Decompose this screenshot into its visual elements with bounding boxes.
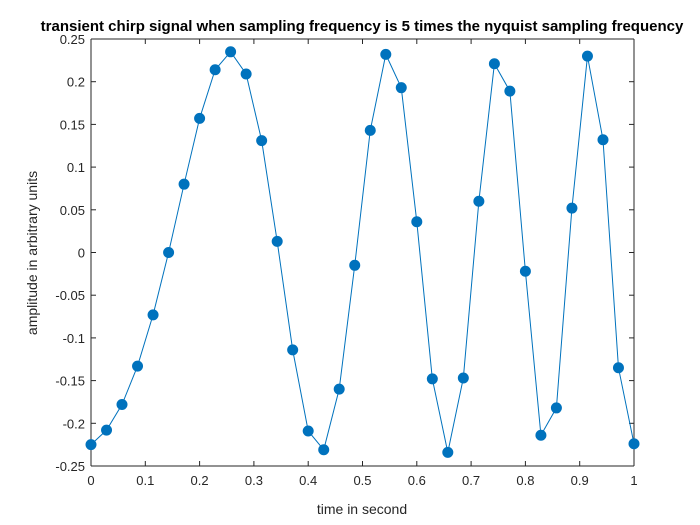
data-point xyxy=(411,216,423,228)
data-point xyxy=(349,259,361,271)
chart-title: transient chirp signal when sampling fre… xyxy=(41,18,684,35)
data-point xyxy=(504,85,516,97)
data-point xyxy=(442,446,454,458)
data-point xyxy=(535,429,547,441)
x-tick-label: 1 xyxy=(630,473,637,488)
data-point xyxy=(395,82,407,94)
data-point xyxy=(380,48,392,60)
data-point xyxy=(287,344,299,356)
data-point xyxy=(597,134,609,146)
data-point xyxy=(488,58,500,70)
x-tick-label: 0.3 xyxy=(245,473,263,488)
y-tick-label: 0.05 xyxy=(60,203,85,218)
data-point xyxy=(519,265,531,277)
x-tick-label: 0.1 xyxy=(136,473,154,488)
x-axis-label: time in second xyxy=(317,501,407,517)
data-point xyxy=(457,372,469,384)
data-point xyxy=(302,425,314,437)
data-point xyxy=(225,46,237,58)
data-point xyxy=(566,202,578,214)
data-point xyxy=(473,195,485,207)
data-point xyxy=(550,402,562,414)
x-tick-label: 0 xyxy=(87,473,94,488)
data-point xyxy=(271,235,283,247)
data-point xyxy=(147,309,159,321)
data-point xyxy=(240,68,252,80)
x-tick-label: 0.4 xyxy=(299,473,317,488)
y-tick-label: 0.25 xyxy=(60,32,85,47)
x-ticks: 0 0.1 0.2 0.3 0.4 0.5 0.6 0.7 0.8 0.9 1 xyxy=(87,39,638,488)
y-axis-label: amplitude in arbitrary units xyxy=(24,171,40,335)
data-point xyxy=(116,399,128,411)
series-group xyxy=(85,46,640,458)
y-tick-label: 0 xyxy=(78,246,85,261)
data-point xyxy=(426,373,438,385)
x-tick-label: 0.9 xyxy=(571,473,589,488)
y-tick-label: 0.15 xyxy=(60,117,85,132)
data-point xyxy=(178,178,190,190)
x-tick-label: 0.5 xyxy=(353,473,371,488)
data-point xyxy=(628,438,640,450)
data-point xyxy=(318,444,330,456)
data-point xyxy=(85,439,97,451)
x-tick-label: 0.6 xyxy=(408,473,426,488)
x-tick-label: 0.8 xyxy=(516,473,534,488)
x-tick-label: 0.2 xyxy=(191,473,209,488)
data-point xyxy=(333,383,345,395)
y-tick-label: -0.2 xyxy=(63,416,85,431)
y-tick-label: -0.05 xyxy=(55,288,85,303)
y-tick-label: -0.1 xyxy=(63,331,85,346)
y-tick-label: 0.2 xyxy=(67,75,85,90)
data-point xyxy=(163,247,175,258)
data-point xyxy=(194,112,206,124)
y-tick-label: -0.15 xyxy=(55,374,85,389)
data-point xyxy=(209,64,221,76)
data-point xyxy=(256,135,268,147)
data-point xyxy=(132,360,144,372)
data-point xyxy=(101,424,113,436)
y-ticks: 0.25 0.2 0.15 0.1 0.05 0 -0.05 -0.1 -0.15 -0.2 -0.… xyxy=(55,32,634,474)
plot-area xyxy=(91,39,634,466)
data-point xyxy=(612,362,624,374)
data-point xyxy=(581,50,593,62)
x-tick-label: 0.7 xyxy=(462,473,480,488)
y-tick-label: 0.1 xyxy=(67,160,85,175)
y-tick-label: -0.25 xyxy=(55,459,85,474)
data-point xyxy=(364,124,376,136)
